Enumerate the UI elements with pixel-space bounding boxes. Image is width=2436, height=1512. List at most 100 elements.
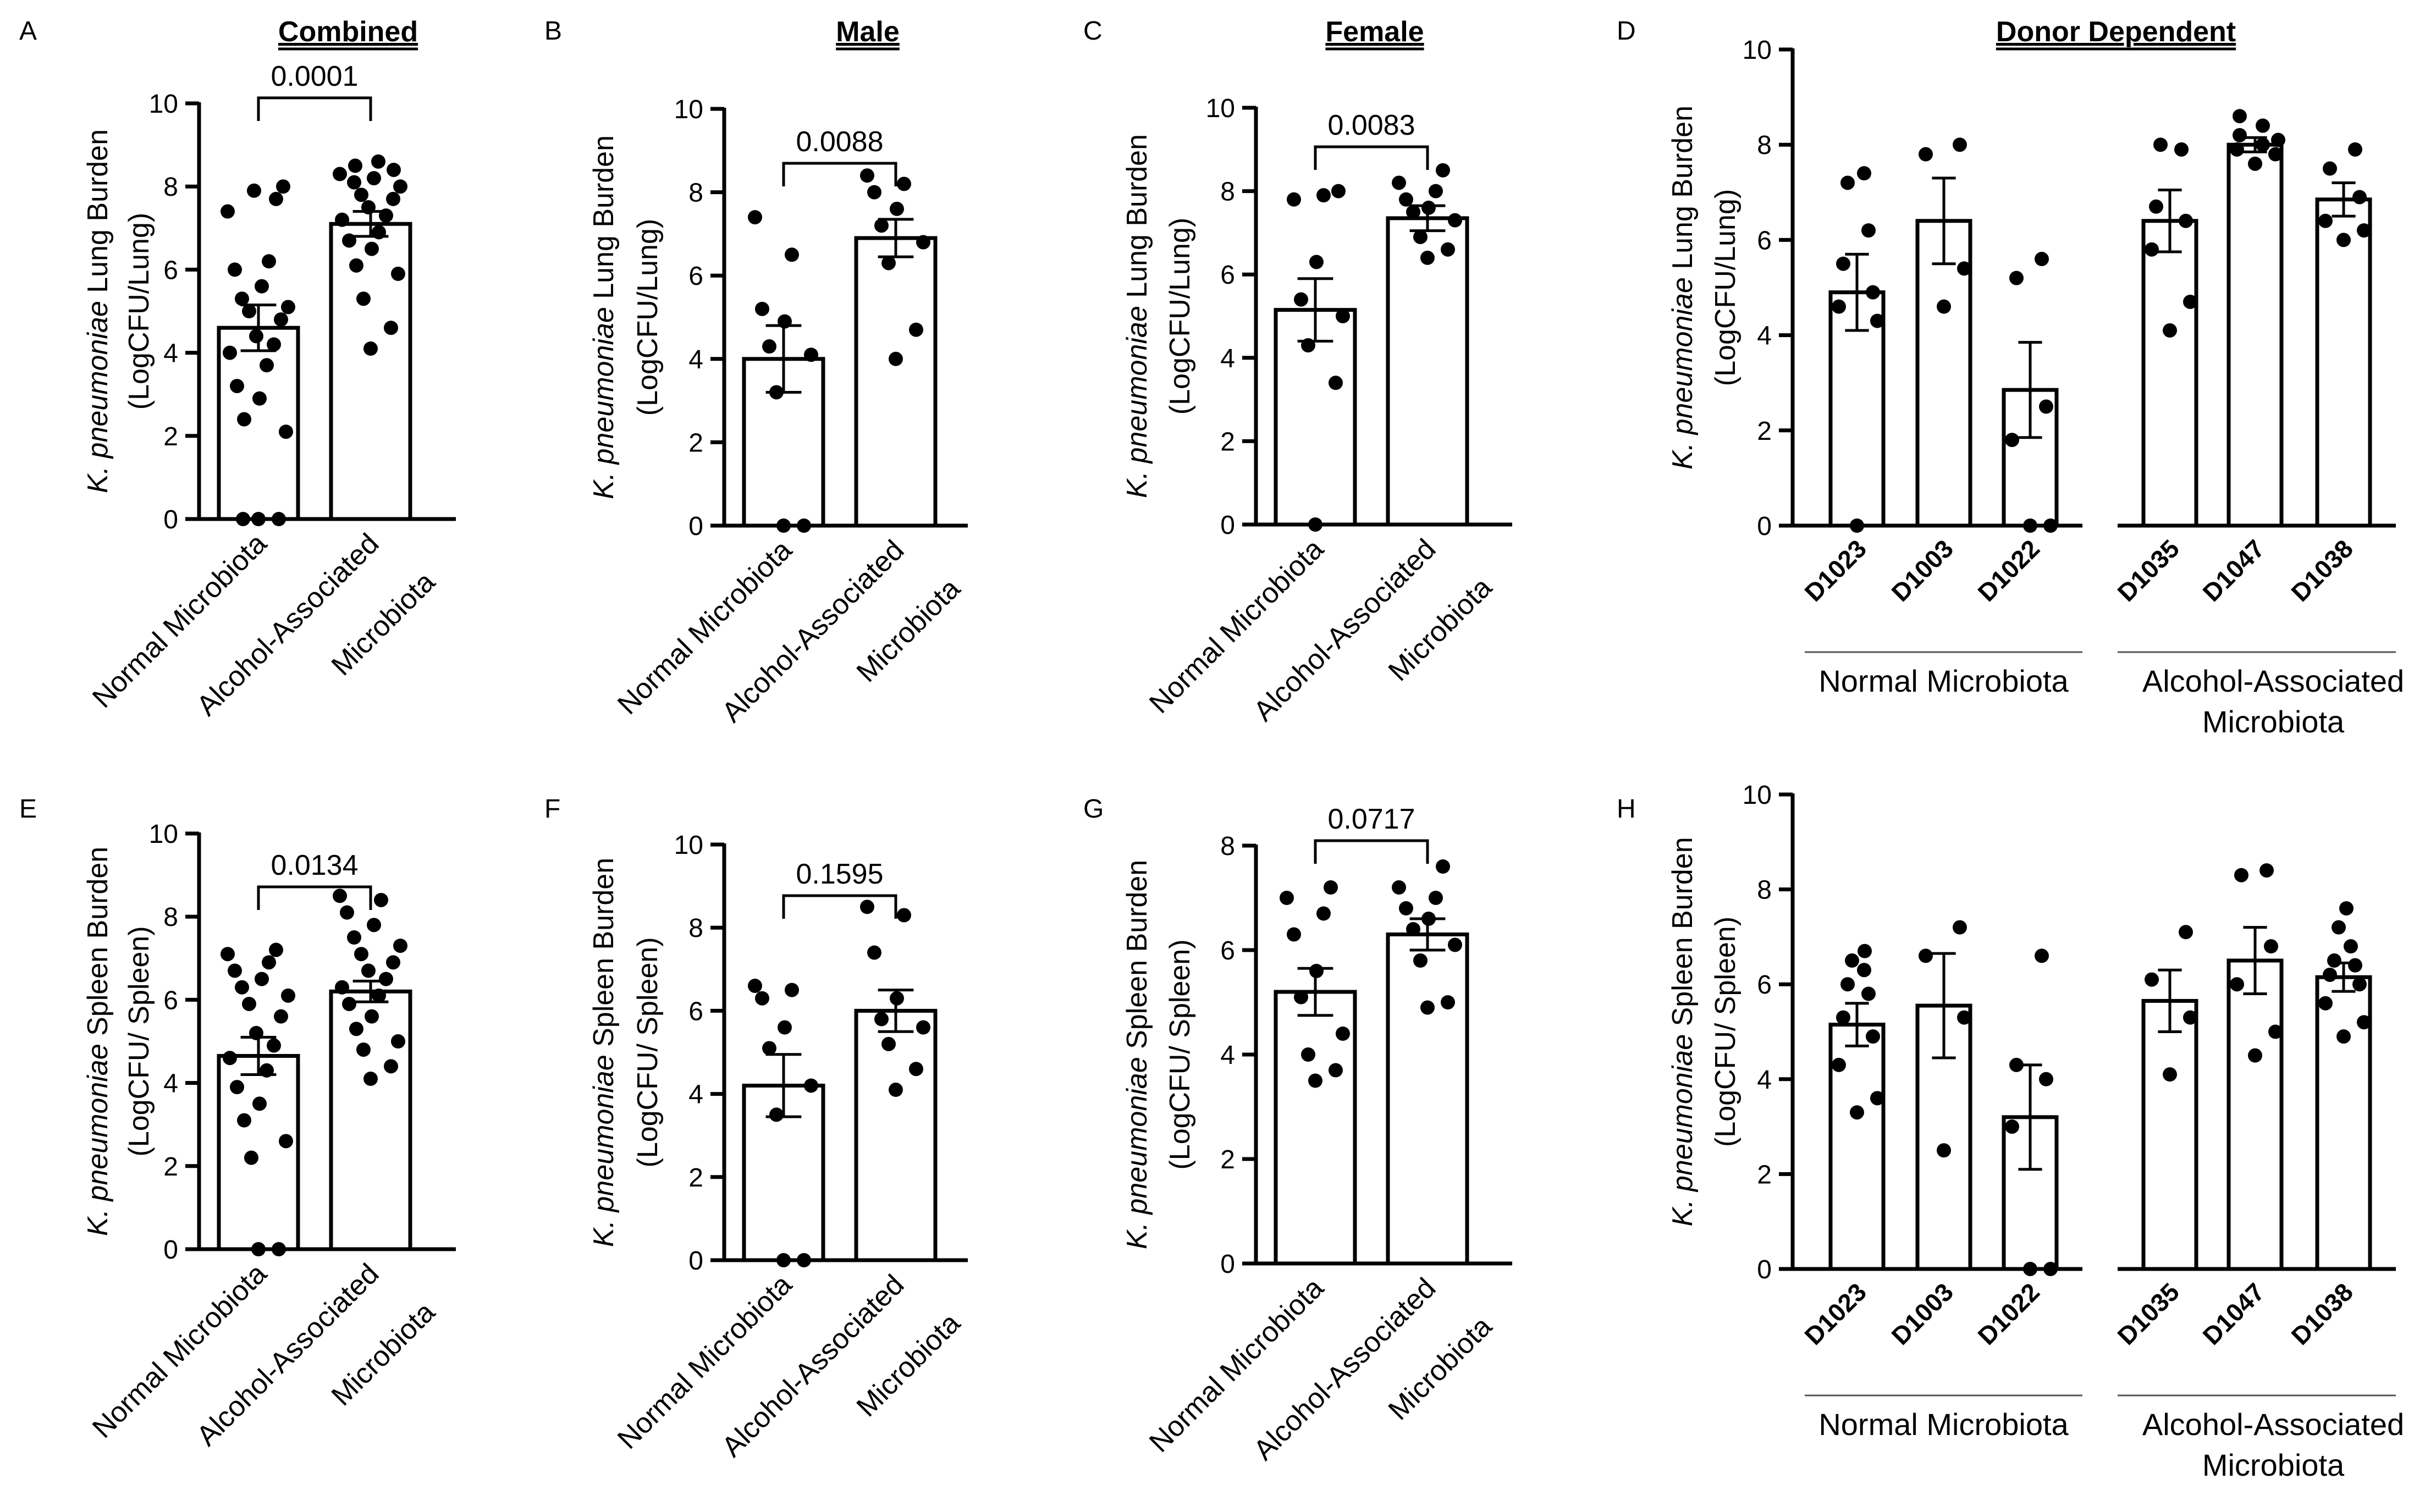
data-point	[1294, 990, 1308, 1005]
data-point	[260, 1063, 274, 1078]
y-tick-label: 2	[1757, 1160, 1772, 1189]
data-point	[897, 176, 911, 191]
y-axis-label-rest: Spleen Burden	[1667, 837, 1699, 1034]
y-tick-label: 2	[163, 1152, 178, 1182]
significance-bracket	[782, 894, 897, 919]
group-label-alcohol-line2: Microbiota	[2202, 1448, 2345, 1482]
data-point	[365, 241, 379, 256]
panel-c: C Female 0 2 4 6 8 10 K. pneumoniae Lung Burden (…	[1083, 16, 1512, 727]
data-point	[2327, 953, 2341, 968]
data-point	[1866, 285, 1880, 300]
y-tick-label: 8	[1220, 832, 1235, 861]
data-point	[2323, 161, 2337, 176]
y-tick-label: 4	[1757, 322, 1772, 351]
data-point	[2039, 1072, 2053, 1086]
data-point	[2268, 147, 2283, 162]
donor-tick-label: D1038	[2285, 1277, 2358, 1350]
data-point	[2233, 109, 2247, 124]
data-point	[1392, 175, 1406, 190]
data-point	[1858, 943, 1872, 958]
panel-a: A Combined 0 2 4 6 8 10 K. pneumoniae Lung Burde…	[19, 16, 456, 722]
y-axis-label-units: (LogCFU/Lung)	[632, 219, 664, 416]
significance-bracket	[1314, 145, 1429, 170]
y-axis-label-units: (LogCFU/ Spleen)	[632, 937, 664, 1167]
data-point	[340, 905, 354, 920]
y-axis-label-italic: K. pneumoniae	[1667, 1034, 1699, 1227]
y-tick-label: 6	[1220, 261, 1235, 290]
data-point	[1441, 995, 1455, 1009]
data-point	[755, 991, 769, 1006]
data-point	[2264, 939, 2278, 954]
data-point	[2336, 1029, 2351, 1044]
data-point	[797, 1253, 811, 1267]
data-point	[349, 258, 363, 273]
data-point	[1441, 242, 1455, 257]
data-point	[365, 1009, 379, 1024]
data-point	[276, 179, 290, 194]
donor-tick-label: D1003	[1886, 1277, 1959, 1350]
data-point	[1857, 166, 1871, 181]
y-tick-label: 0	[688, 1246, 703, 1276]
data-point	[252, 391, 267, 406]
x-tick-label: Alcohol-Associated	[1248, 533, 1442, 727]
y-tick-label: 8	[1757, 131, 1772, 160]
y-tick-label: 10	[674, 95, 703, 124]
significance-bracket	[1314, 839, 1429, 864]
y-tick-label: 10	[674, 831, 703, 860]
data-point	[393, 939, 407, 953]
data-point	[230, 1080, 244, 1095]
data-point	[374, 892, 388, 907]
data-point	[1429, 184, 1443, 198]
y-axis-label-italic: K. pneumoniae	[588, 307, 620, 499]
data-point	[1836, 1010, 1850, 1025]
data-point	[354, 947, 368, 962]
data-point	[1937, 299, 1951, 314]
data-point	[762, 339, 776, 354]
data-point	[1287, 927, 1301, 942]
data-point	[228, 262, 242, 277]
data-point	[393, 179, 407, 194]
y-tick-label: 10	[1206, 94, 1235, 123]
y-tick-label: 0	[688, 512, 703, 541]
y-tick-label: 4	[688, 345, 703, 374]
data-point	[1845, 953, 1859, 968]
data-point	[391, 1034, 405, 1049]
data-point	[372, 988, 386, 1003]
data-point	[2145, 972, 2159, 987]
data-point	[255, 972, 269, 986]
data-point	[221, 204, 235, 219]
panel-title: Combined	[278, 16, 418, 48]
data-point	[384, 1059, 398, 1074]
y-axis-label-units: (LogCFU/Lung)	[123, 213, 155, 410]
data-point	[1957, 261, 1971, 276]
data-point	[281, 988, 295, 1003]
data-point	[1420, 250, 1435, 265]
data-point	[1857, 963, 1871, 978]
y-tick-label: 4	[163, 339, 178, 368]
data-point	[247, 183, 261, 198]
group-label-alcohol-line2: Microbiota	[2202, 704, 2345, 739]
data-point	[1421, 200, 1436, 215]
y-tick-label: 8	[163, 173, 178, 202]
y-tick-label: 8	[688, 179, 703, 208]
data-point	[269, 942, 283, 957]
data-point	[785, 983, 799, 997]
y-tick-label: 10	[1743, 781, 1772, 810]
data-point	[1937, 1143, 1951, 1158]
data-point	[1301, 1047, 1315, 1062]
data-point	[769, 1107, 784, 1122]
data-point	[2023, 1262, 2037, 1276]
data-point	[748, 210, 762, 225]
significance-bracket	[257, 96, 372, 121]
data-point	[867, 945, 881, 960]
data-point	[379, 208, 393, 223]
data-point	[2248, 1048, 2262, 1063]
data-point	[251, 1242, 266, 1256]
data-point	[2332, 920, 2346, 935]
data-point	[384, 321, 398, 335]
data-point	[2043, 518, 2058, 533]
data-point	[386, 955, 400, 970]
y-tick-label: 10	[149, 820, 178, 849]
data-point	[2256, 118, 2270, 133]
y-axis-label-rest: Spleen Burden	[82, 847, 114, 1044]
